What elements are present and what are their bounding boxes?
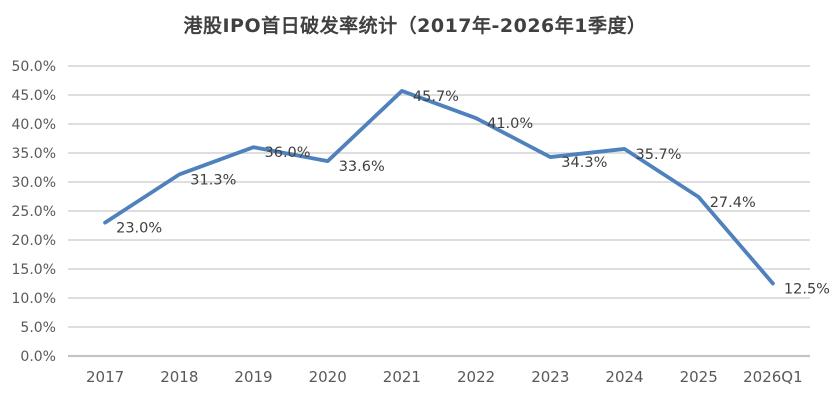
x-axis-label: 2022 bbox=[457, 368, 495, 386]
y-tick-label: 45.0% bbox=[12, 88, 56, 104]
data-label: 41.0% bbox=[487, 116, 533, 132]
x-axis-label: 2021 bbox=[383, 368, 421, 386]
y-tick-label: 15.0% bbox=[12, 262, 56, 278]
data-label: 35.7% bbox=[636, 147, 682, 163]
y-tick-label: 10.0% bbox=[12, 291, 56, 307]
x-axis-label: 2026Q1 bbox=[743, 368, 803, 386]
y-tick-label: 0.0% bbox=[20, 349, 56, 365]
data-label: 27.4% bbox=[710, 195, 756, 211]
x-axis-label: 2023 bbox=[531, 368, 569, 386]
data-label: 12.5% bbox=[784, 282, 830, 298]
x-axis-label: 2025 bbox=[680, 368, 718, 386]
data-label: 45.7% bbox=[413, 89, 459, 105]
y-tick-label: 35.0% bbox=[12, 146, 56, 162]
x-axis-label: 2024 bbox=[605, 368, 643, 386]
y-tick-label: 40.0% bbox=[12, 117, 56, 133]
y-tick-label: 5.0% bbox=[20, 320, 56, 336]
y-tick-label: 20.0% bbox=[12, 233, 56, 249]
y-tick-label: 25.0% bbox=[12, 204, 56, 220]
series-line bbox=[103, 89, 775, 286]
y-tick-label: 50.0% bbox=[12, 59, 56, 75]
x-axis-label: 2017 bbox=[86, 368, 124, 386]
data-label: 23.0% bbox=[116, 221, 162, 237]
data-label: 36.0% bbox=[265, 145, 311, 161]
data-label: 33.6% bbox=[339, 159, 385, 175]
x-axis-label: 2018 bbox=[160, 368, 198, 386]
x-axis-label: 2020 bbox=[309, 368, 347, 386]
data-label: 31.3% bbox=[190, 172, 236, 188]
y-tick-label: 30.0% bbox=[12, 175, 56, 191]
chart-title: 港股IPO首日破发率统计（2017年-2026年1季度） bbox=[183, 15, 647, 37]
data-label: 34.3% bbox=[561, 155, 607, 171]
x-axis-label: 2019 bbox=[234, 368, 272, 386]
